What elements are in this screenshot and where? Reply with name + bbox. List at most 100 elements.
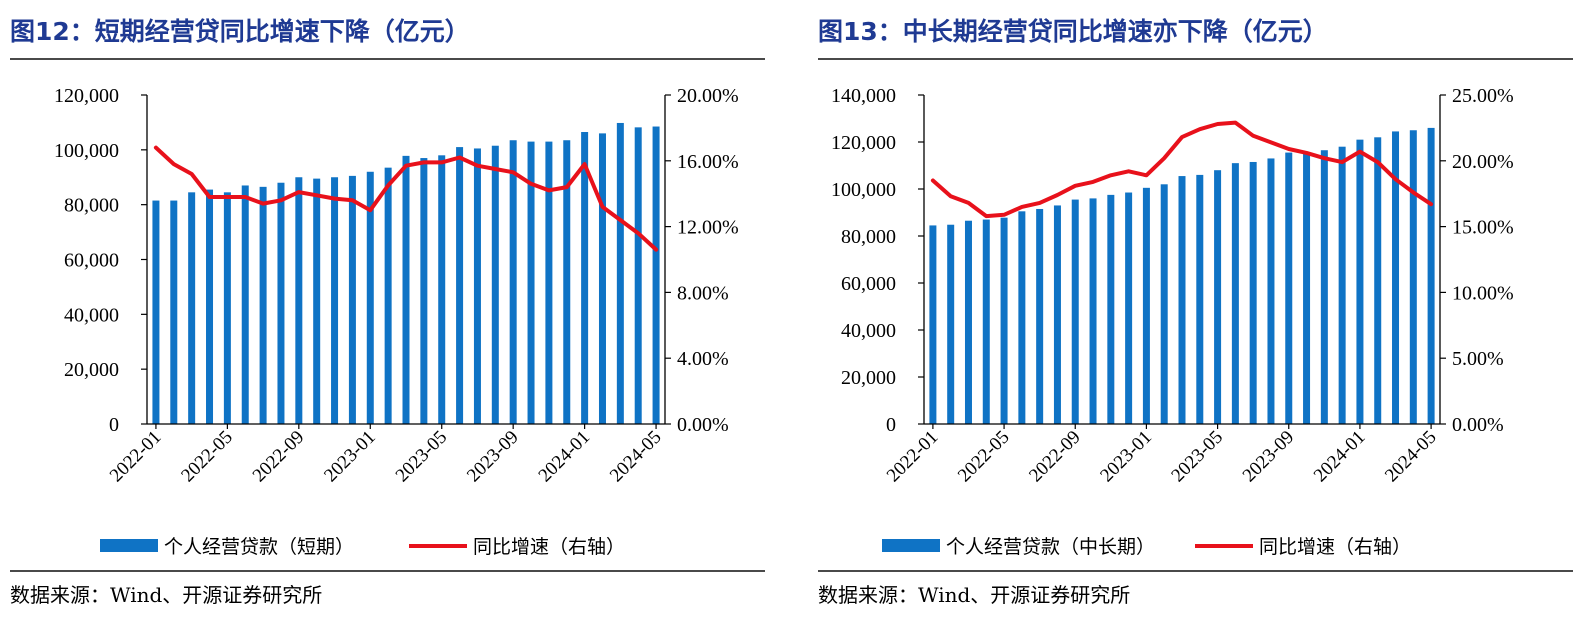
bar — [1160, 184, 1168, 424]
chart-panel-left: 图12：短期经营贷同比增速下降（亿元） 0 20,000 40,000 60,000 8… — [0, 0, 775, 625]
bar — [491, 145, 499, 424]
y-tick-label-right: 15.00% — [1452, 217, 1514, 239]
y-tick-label-right: 5.00% — [1452, 348, 1504, 370]
bar — [1214, 170, 1222, 424]
bar — [1285, 152, 1293, 424]
bar — [1231, 163, 1239, 424]
x-tick-label: 2022-09 — [1025, 427, 1085, 487]
y-tick-label-left: 60,000 — [64, 250, 119, 272]
bar — [420, 158, 428, 424]
bar — [598, 133, 606, 424]
x-tick-label: 2024-05 — [606, 427, 666, 487]
bar — [295, 177, 303, 424]
chart-area: 0 20,000 40,000 60,000 80,000 100,000 120,000 0… — [54, 85, 739, 487]
bar — [652, 126, 660, 424]
bar — [563, 140, 571, 425]
bar — [188, 192, 196, 424]
bar — [384, 167, 392, 424]
y-tick-label-left: 80,000 — [841, 226, 896, 248]
bar — [1178, 176, 1186, 424]
y-tick-label-left: 80,000 — [64, 195, 119, 217]
y-tick-label-left: 40,000 — [64, 304, 119, 326]
chart-area: 0 20,000 40,000 60,000 80,000 100,000 120,000 1… — [831, 85, 1514, 487]
x-tick-label: 2022-09 — [249, 427, 309, 487]
y-tick-label-right: 12.00% — [677, 217, 739, 239]
bar — [348, 175, 356, 424]
title-divider — [10, 58, 765, 60]
x-tick-label: 2022-05 — [954, 427, 1014, 487]
bar — [1089, 198, 1097, 424]
y-tick-label-right: 20.00% — [1452, 151, 1514, 173]
bar — [1303, 153, 1311, 424]
x-tick-label: 2023-01 — [1096, 427, 1156, 487]
bar — [1374, 137, 1382, 425]
title-divider — [818, 58, 1573, 60]
bar — [947, 224, 955, 424]
bar — [331, 177, 339, 424]
bar — [456, 147, 464, 424]
bar — [473, 148, 481, 424]
x-tick-label: 2024-05 — [1381, 427, 1441, 487]
bar — [223, 192, 231, 424]
bar — [1071, 199, 1079, 424]
source-note: 数据来源：Wind、开源证券研究所 — [818, 583, 1131, 607]
x-tick-label: 2024-01 — [535, 427, 595, 487]
growth-rate-line — [153, 145, 659, 252]
chart-title: 图12：短期经营贷同比增速下降（亿元） — [10, 17, 470, 46]
bar — [964, 220, 972, 424]
legend-line-swatch — [409, 543, 468, 548]
y-tick-label-right: 25.00% — [1452, 85, 1514, 107]
bar — [152, 200, 160, 424]
legend-bar-label: 个人经营贷款（短期） — [164, 536, 355, 558]
x-tick-label: 2023-09 — [1239, 427, 1299, 487]
bar — [206, 189, 214, 424]
bar — [1125, 192, 1133, 424]
bar — [581, 132, 589, 424]
y-tick-label-left: 100,000 — [831, 179, 896, 201]
legend: 个人经营贷款（中长期） 同比增速（右轴） — [882, 532, 1411, 559]
bar — [1392, 131, 1400, 425]
y-tick-label-right: 0.00% — [677, 414, 729, 436]
bar — [366, 171, 374, 424]
x-tick-label: 2023-05 — [1167, 427, 1227, 487]
chart-panel-right: 图13：中长期经营贷同比增速亦下降（亿元） 0 20,000 40,000 60,00… — [808, 0, 1583, 625]
y-tick-label-left: 120,000 — [831, 132, 896, 154]
bar — [634, 127, 642, 424]
bar — [170, 200, 178, 424]
bar — [1018, 211, 1026, 424]
legend: 个人经营贷款（短期） 同比增速（右轴） — [100, 532, 625, 559]
bar — [1142, 187, 1150, 424]
bar — [1053, 205, 1061, 424]
y-tick-label-right: 20.00% — [677, 85, 739, 107]
bar — [1356, 139, 1364, 424]
growth-rate-line — [930, 120, 1434, 219]
bar — [982, 219, 990, 424]
y-tick-label-right: 10.00% — [1452, 282, 1514, 304]
y-tick-label-right: 8.00% — [677, 282, 729, 304]
y-tick-label-left: 40,000 — [841, 320, 896, 342]
y-tick-label-right: 4.00% — [677, 348, 729, 370]
legend-bar-swatch — [100, 539, 158, 552]
bar — [929, 225, 937, 424]
legend-line-swatch — [1195, 543, 1254, 548]
bar — [1249, 161, 1257, 424]
legend-line-label: 同比增速（右轴） — [473, 536, 626, 558]
y-tick-label-left: 0 — [109, 414, 119, 436]
bar — [1338, 146, 1346, 424]
bar — [1107, 194, 1115, 424]
y-tick-label-right: 0.00% — [1452, 414, 1504, 436]
bar — [616, 122, 624, 424]
bar — [1036, 208, 1044, 424]
bar — [1196, 174, 1204, 424]
bar — [509, 140, 517, 425]
y-tick-label-left: 140,000 — [831, 85, 896, 107]
source-note: 数据来源：Wind、开源证券研究所 — [10, 583, 323, 607]
legend-bar-swatch — [882, 539, 940, 552]
source-divider — [818, 570, 1573, 572]
y-tick-label-left: 20,000 — [841, 367, 896, 389]
bar — [1000, 217, 1008, 424]
y-tick-label-left: 20,000 — [64, 359, 119, 381]
bar — [241, 185, 249, 424]
x-tick-label: 2023-09 — [463, 427, 523, 487]
bar — [1427, 127, 1435, 425]
